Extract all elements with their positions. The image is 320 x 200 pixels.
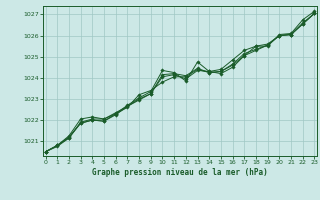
X-axis label: Graphe pression niveau de la mer (hPa): Graphe pression niveau de la mer (hPa): [92, 168, 268, 177]
